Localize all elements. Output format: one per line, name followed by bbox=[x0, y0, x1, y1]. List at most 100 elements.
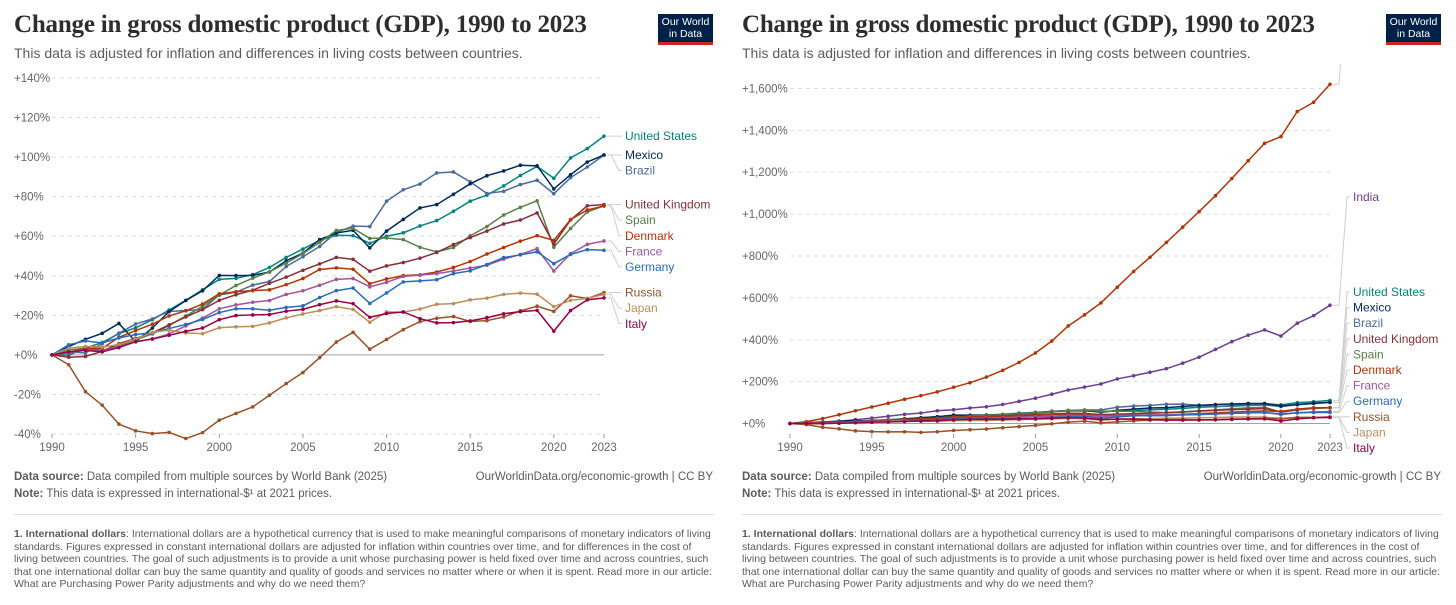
label-connector bbox=[1333, 416, 1350, 433]
series-japan bbox=[50, 291, 606, 357]
data-point bbox=[535, 178, 539, 183]
data-point bbox=[518, 239, 523, 243]
y-tick-label: +600% bbox=[742, 293, 778, 305]
y-tick-label: +1,000% bbox=[742, 209, 788, 221]
chart-panel-left: Change in gross domestic product (GDP), … bbox=[0, 0, 715, 605]
series-label-mexico: Mexico bbox=[1353, 301, 1391, 315]
data-point bbox=[368, 315, 372, 320]
data-point bbox=[317, 267, 322, 272]
data-point bbox=[384, 264, 389, 268]
data-point bbox=[468, 319, 472, 323]
data-point bbox=[1050, 339, 1054, 343]
data-point bbox=[167, 328, 171, 332]
data-point bbox=[133, 325, 138, 330]
data-point bbox=[451, 245, 456, 250]
y-tick-label: -20% bbox=[14, 389, 41, 401]
data-point bbox=[334, 340, 339, 344]
y-tick-label: +1,400% bbox=[742, 125, 788, 137]
data-point bbox=[117, 342, 121, 347]
data-point bbox=[418, 319, 422, 324]
data-point bbox=[1262, 141, 1267, 146]
data-point bbox=[66, 355, 71, 360]
data-point bbox=[1082, 419, 1087, 423]
data-point bbox=[1115, 285, 1120, 290]
data-point bbox=[434, 171, 439, 175]
data-point bbox=[217, 317, 222, 322]
data-point bbox=[1295, 402, 1300, 407]
data-point bbox=[870, 405, 874, 409]
data-point bbox=[334, 231, 339, 235]
data-point bbox=[284, 309, 288, 313]
source-link[interactable]: OurWorldinData.org/economic-growth | CC … bbox=[1203, 471, 1441, 483]
data-point bbox=[1066, 408, 1070, 413]
data-point bbox=[434, 316, 439, 321]
series-line bbox=[51, 297, 605, 356]
data-point bbox=[886, 401, 890, 406]
data-point bbox=[468, 298, 472, 302]
data-point bbox=[250, 283, 255, 287]
footnote: 1. International dollars: International … bbox=[14, 528, 714, 591]
data-point bbox=[267, 393, 272, 398]
series-label-germany: Germany bbox=[1353, 394, 1402, 408]
series-label-united-states: United States bbox=[625, 129, 697, 143]
data-point bbox=[351, 301, 355, 306]
data-point bbox=[485, 173, 489, 178]
data-point bbox=[1000, 402, 1005, 407]
data-point bbox=[301, 254, 305, 259]
owid-logo[interactable]: Our World in Data bbox=[1386, 14, 1441, 45]
series-label-russia: Russia bbox=[1353, 410, 1390, 424]
series-china bbox=[788, 82, 1332, 426]
data-point bbox=[1050, 392, 1054, 397]
x-tick-label: 2023 bbox=[1317, 442, 1343, 454]
data-point bbox=[267, 308, 272, 312]
data-point bbox=[334, 266, 339, 270]
data-point bbox=[301, 312, 305, 316]
data-point bbox=[384, 277, 389, 281]
x-tick-label: 1990 bbox=[39, 442, 65, 454]
data-point bbox=[100, 345, 104, 349]
data-point bbox=[250, 288, 255, 293]
data-point bbox=[250, 276, 255, 280]
source-link[interactable]: OurWorldinData.org/economic-growth | CC … bbox=[475, 471, 713, 483]
data-point bbox=[234, 289, 238, 294]
note-text: This data is expressed in international-… bbox=[774, 488, 1061, 500]
data-point bbox=[585, 247, 590, 252]
data-point bbox=[1328, 405, 1332, 410]
data-point bbox=[468, 235, 472, 240]
data-point bbox=[1230, 407, 1234, 412]
data-point bbox=[568, 293, 573, 298]
data-point bbox=[1115, 417, 1120, 421]
data-point bbox=[585, 146, 590, 151]
owid-logo[interactable]: Our World in Data bbox=[658, 14, 713, 45]
data-point bbox=[501, 255, 506, 260]
data-point bbox=[234, 276, 238, 281]
data-point bbox=[384, 291, 389, 295]
data-point bbox=[83, 354, 88, 359]
data-point bbox=[217, 273, 222, 278]
data-point bbox=[451, 265, 456, 270]
data-point bbox=[919, 411, 923, 415]
data-point bbox=[434, 218, 439, 223]
data-point bbox=[1279, 412, 1283, 416]
logo-line-1: Our World bbox=[1389, 16, 1438, 28]
data-point bbox=[117, 422, 121, 426]
x-tick-label: 2010 bbox=[1104, 442, 1130, 454]
data-point bbox=[886, 420, 890, 424]
data-point bbox=[250, 307, 255, 311]
label-connector bbox=[607, 154, 622, 172]
data-point bbox=[418, 182, 422, 186]
data-point bbox=[1148, 403, 1152, 408]
data-point bbox=[870, 429, 874, 434]
x-tick-label: 2023 bbox=[591, 442, 617, 454]
data-point bbox=[250, 324, 255, 329]
data-point bbox=[602, 292, 606, 297]
data-point bbox=[351, 276, 355, 281]
data-point bbox=[434, 202, 439, 207]
series-label-spain: Spain bbox=[1353, 347, 1384, 361]
data-point bbox=[1328, 400, 1332, 405]
data-point bbox=[167, 430, 171, 435]
series-line bbox=[789, 83, 1331, 425]
data-point bbox=[837, 412, 841, 417]
data-point bbox=[66, 346, 71, 350]
data-point bbox=[485, 318, 489, 323]
